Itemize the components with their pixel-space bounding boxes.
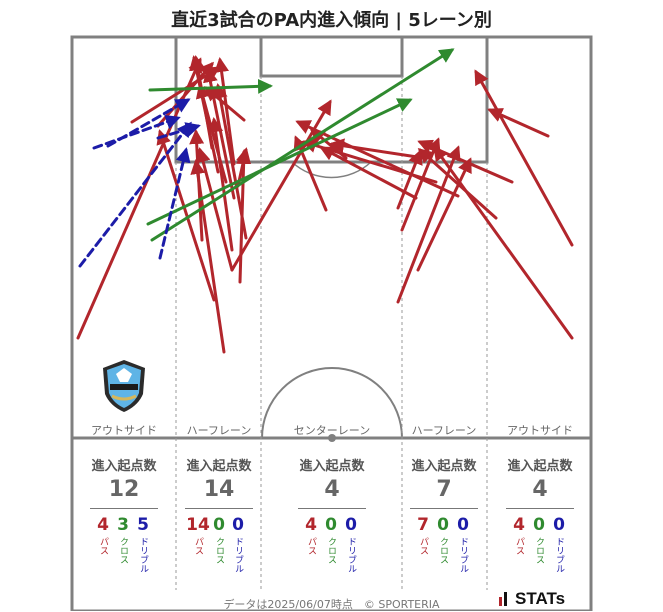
lane-dribble-count: 5 xyxy=(137,515,149,535)
pass-arrow xyxy=(396,149,423,210)
lane-stat-divider xyxy=(185,508,253,509)
lane-dribble-count: 0 xyxy=(553,515,565,535)
footer-note: データは2025/06/07時点 © SPORTERIA xyxy=(223,598,440,611)
pass-arrow xyxy=(319,146,418,200)
cross-label: クロス xyxy=(118,537,128,564)
lane-stat-heading: 進入起点数 xyxy=(91,459,157,474)
lane-total: 7 xyxy=(436,477,452,502)
pitch-boundary xyxy=(70,35,593,611)
lane-stat-heading: 進入起点数 xyxy=(507,459,573,474)
lane-total: 4 xyxy=(324,477,340,502)
lane-stat-divider xyxy=(410,508,478,509)
pass-label: パス xyxy=(193,537,203,555)
arrows-layer xyxy=(76,48,574,354)
lane-pass-count: 4 xyxy=(97,515,109,535)
lane-cross-count: 0 xyxy=(325,515,337,535)
pass-arrow xyxy=(195,147,234,272)
dribble-label: ドリブル xyxy=(233,537,243,573)
dribble-label: ドリブル xyxy=(554,537,564,573)
pass-arrow xyxy=(417,147,498,220)
lane-pass-count: 7 xyxy=(417,515,429,535)
dribble-arrow xyxy=(106,98,191,148)
lane-pass-count: 4 xyxy=(305,515,317,535)
lane-stat-heading: 進入起点数 xyxy=(411,459,477,474)
cross-arrow xyxy=(148,78,273,94)
stats-logo-icon xyxy=(499,592,507,606)
pass-arrow xyxy=(487,108,550,138)
cross-label: クロス xyxy=(438,537,448,564)
pass-arrow xyxy=(208,117,234,252)
lane-cross-count: 0 xyxy=(437,515,449,535)
pass-arrow xyxy=(416,157,472,272)
lane-pass-count: 14 xyxy=(186,515,210,535)
pass-arrow xyxy=(189,129,205,242)
pass-label: パス xyxy=(98,537,108,555)
lane-stat-heading: 進入起点数 xyxy=(186,459,252,474)
cross-arrow xyxy=(150,48,455,242)
pass-arrow xyxy=(433,145,574,340)
pass-arrow xyxy=(156,129,216,302)
dribble-arrow xyxy=(78,121,192,268)
cross-label: クロス xyxy=(534,537,544,564)
dribble-label: ドリブル xyxy=(346,537,356,573)
dribble-arrow xyxy=(158,147,191,260)
penalty-arc xyxy=(291,161,372,179)
dribble-arrow xyxy=(156,122,201,140)
dribble-arrow xyxy=(92,114,181,150)
pass-arrow xyxy=(212,83,248,240)
cross-label: クロス xyxy=(326,537,336,564)
lane-total: 14 xyxy=(203,477,235,502)
dribble-label: ドリブル xyxy=(458,537,468,573)
center-spot xyxy=(328,434,336,442)
lane-dribble-count: 0 xyxy=(457,515,469,535)
brand-logo: STATs xyxy=(515,589,566,608)
pass-label: パス xyxy=(418,537,428,555)
lane-label: アウトサイド xyxy=(507,424,573,437)
lane-dribble-count: 0 xyxy=(345,515,357,535)
lane-cross-count: 3 xyxy=(117,515,129,535)
chart-title: 直近3試合のPA内進入傾向 | 5レーン別 xyxy=(171,10,492,31)
lane-stat-divider xyxy=(506,508,574,509)
pass-arrow xyxy=(214,57,236,166)
pass-arrow xyxy=(474,69,574,247)
lane-cross-count: 0 xyxy=(213,515,225,535)
pass-label: パス xyxy=(514,537,524,555)
lane-dribble-count: 0 xyxy=(232,515,244,535)
club-crest-icon xyxy=(103,360,145,412)
center-circle xyxy=(261,367,403,439)
lane-label: ハーフレーン xyxy=(411,424,477,437)
lane-stat-divider xyxy=(90,508,158,509)
lane-label: ハーフレーン xyxy=(186,424,252,437)
lane-total: 4 xyxy=(532,477,548,502)
lane-stat-heading: 進入起点数 xyxy=(299,459,365,474)
goal-area xyxy=(259,37,404,78)
lane-pass-count: 4 xyxy=(513,515,525,535)
pass-arrow xyxy=(417,139,514,184)
cross-arrow xyxy=(146,98,413,226)
lane-cross-count: 0 xyxy=(533,515,545,535)
lane-stat-divider xyxy=(298,508,366,509)
cross-label: クロス xyxy=(214,537,224,564)
lane-label: アウトサイド xyxy=(91,424,157,437)
dribble-label: ドリブル xyxy=(138,537,148,573)
lane-label: センターレーン xyxy=(293,424,371,437)
pass-label: パス xyxy=(306,537,316,555)
lane-total: 12 xyxy=(108,477,140,502)
